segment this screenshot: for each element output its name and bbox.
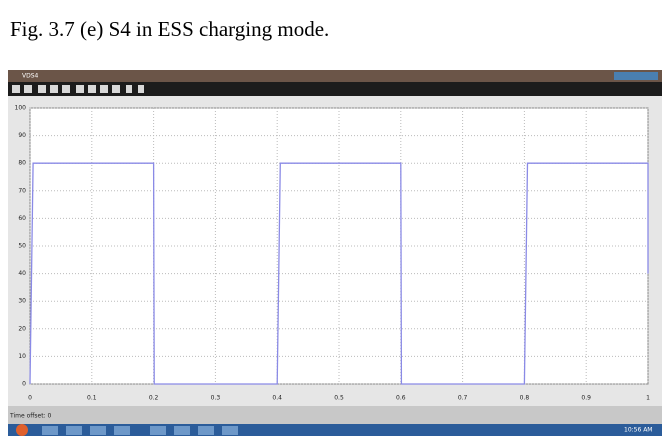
y-tick-label: 0	[22, 381, 26, 388]
figure: Fig. 3.7 (e) S4 in ESS charging mode. VD…	[0, 0, 671, 436]
taskbar	[8, 424, 662, 436]
y-tick-label: 20	[18, 325, 26, 332]
y-tick-label: 60	[18, 215, 26, 222]
y-tick-label: 70	[18, 187, 26, 194]
y-tick-label: 40	[18, 270, 26, 277]
x-tick-label: 0.9	[581, 395, 591, 402]
clock: 10:56 AM	[624, 427, 652, 434]
x-tick-label: 0.7	[458, 395, 468, 402]
time-offset: Time offset: 0	[9, 413, 51, 420]
x-tick-label: 0	[28, 395, 32, 402]
x-tick-label: 0.5	[334, 395, 344, 402]
x-tick-label: 0.8	[520, 395, 530, 402]
caption: Fig. 3.7 (e) S4 in ESS charging mode.	[10, 17, 329, 41]
y-tick-label: 10	[18, 353, 26, 360]
x-tick-label: 0.4	[272, 395, 282, 402]
y-tick-label: 100	[15, 105, 27, 112]
title-bar	[8, 70, 662, 82]
start-button[interactable]	[16, 424, 28, 436]
x-tick-label: 0.1	[87, 395, 97, 402]
y-tick-label: 30	[18, 298, 26, 305]
x-tick-label: 0.2	[149, 395, 159, 402]
window-buttons[interactable]	[614, 72, 658, 80]
y-tick-label: 80	[18, 160, 26, 167]
window-title: VDS4	[22, 73, 39, 80]
page: Fig. 3.7 (e) S4 in ESS charging mode. VD…	[0, 0, 671, 436]
y-tick-label: 90	[18, 132, 26, 139]
y-tick-label: 50	[18, 243, 26, 250]
x-tick-label: 1	[646, 395, 650, 402]
x-tick-label: 0.3	[211, 395, 221, 402]
x-tick-label: 0.6	[396, 395, 406, 402]
